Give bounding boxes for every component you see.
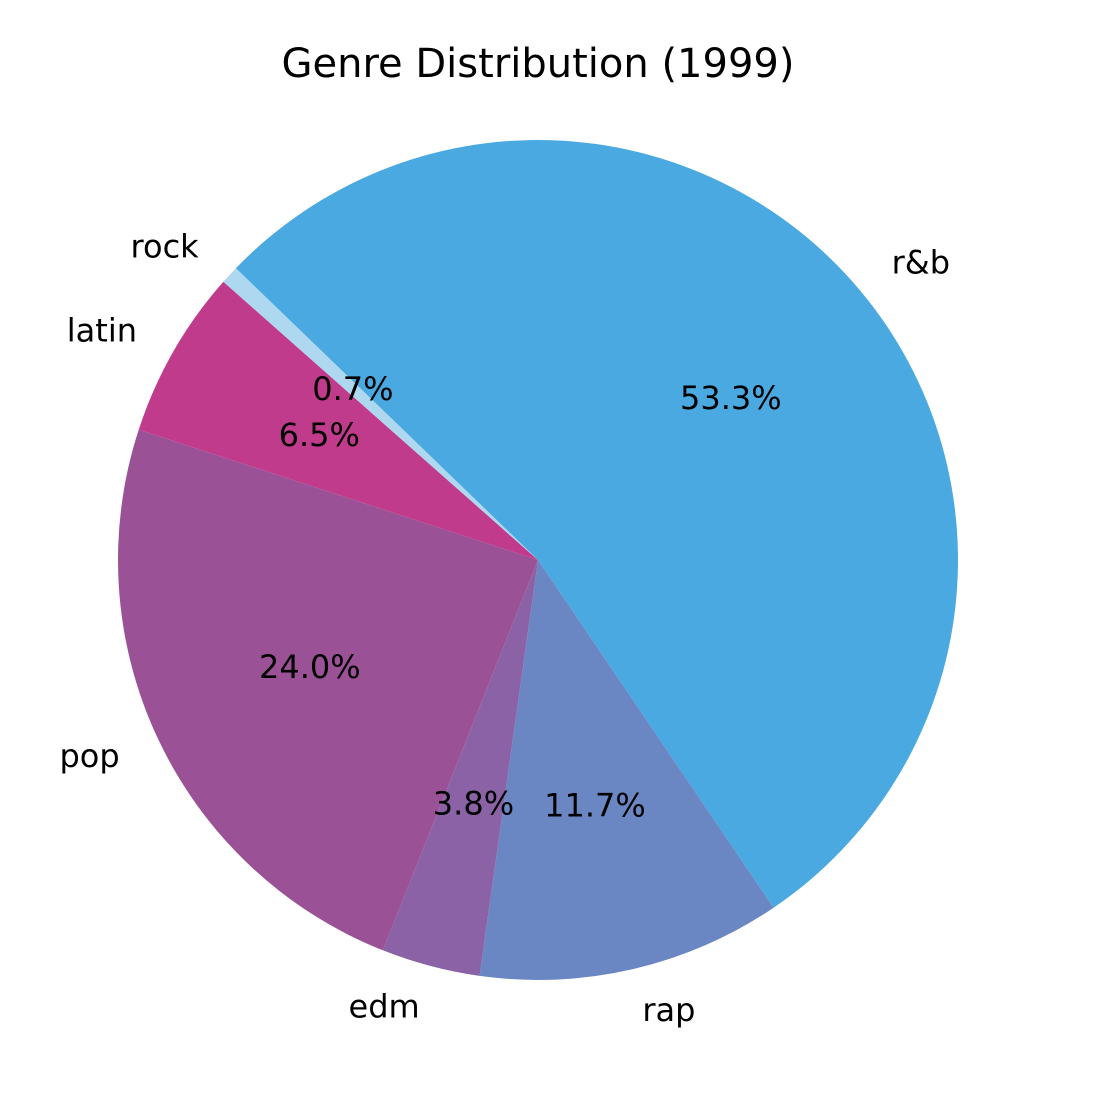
pie-percent-label: 6.5% — [279, 416, 360, 454]
pie-percent-label: 0.7% — [312, 370, 393, 408]
pie-slice-rock — [223, 268, 538, 560]
pie-category-label: latin — [67, 312, 137, 350]
pie-percent-label: 3.8% — [433, 785, 514, 823]
pie-category-label: pop — [59, 737, 119, 775]
pie-slice-latin — [138, 281, 539, 560]
pie-slices — [118, 140, 958, 980]
pie-slice-edm — [382, 560, 538, 976]
pie-labels: 53.3% r&b 11.7% rap 3.8% edm 24.0% pop 6.5% latin… — [59, 227, 950, 1029]
pie-category-label: rock — [131, 227, 200, 265]
chart-title: Genre Distribution (1999) — [282, 41, 795, 87]
pie-percent-label: 11.7% — [544, 786, 646, 824]
pie-slice-r-b — [235, 140, 958, 908]
pie-percent-label: 53.3% — [680, 379, 782, 417]
pie-category-label: r&b — [892, 244, 950, 282]
pie-category-label: rap — [642, 991, 695, 1029]
pie-percent-label: 24.0% — [259, 648, 361, 686]
pie-slice-rap — [479, 560, 774, 980]
pie-category-label: edm — [349, 988, 420, 1026]
pie-slice-pop — [118, 429, 538, 951]
